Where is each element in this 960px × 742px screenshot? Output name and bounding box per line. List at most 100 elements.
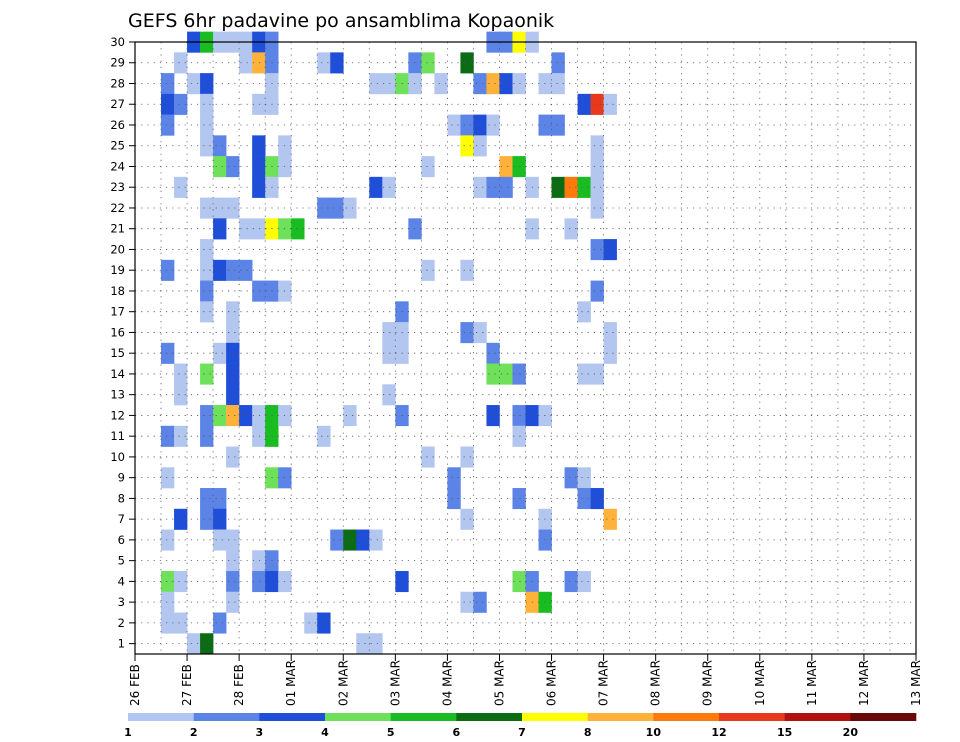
heatmap-cell <box>343 529 357 551</box>
heatmap-cell <box>213 259 227 281</box>
colorbar-segment <box>653 713 720 721</box>
x-tick-label: 28 FEB <box>232 664 246 706</box>
heatmap-cell <box>590 488 604 510</box>
heatmap-cell <box>226 405 240 427</box>
heatmap-cell <box>226 322 240 344</box>
heatmap-cell <box>213 197 227 219</box>
heatmap-cell <box>577 467 591 489</box>
heatmap-cell <box>317 197 331 219</box>
heatmap-cell <box>174 93 188 115</box>
heatmap-cell <box>473 135 487 157</box>
heatmap-cell <box>460 259 474 281</box>
heatmap-cell <box>486 176 500 198</box>
heatmap-cell <box>226 197 240 219</box>
heatmap-cell <box>590 156 604 178</box>
heatmap-cell <box>460 52 474 74</box>
x-tick-label: 10 MAR <box>753 660 767 706</box>
heatmap-cell <box>382 384 396 406</box>
heatmap-cell <box>421 446 435 468</box>
heatmap-cell <box>369 633 383 655</box>
heatmap-cell <box>551 114 565 136</box>
colorbar: 1 2 3 4 5 6 7 8 10 12 15 20 <box>124 713 917 739</box>
heatmap-cell <box>447 114 461 136</box>
y-tick-label: 26 <box>110 118 125 132</box>
heatmap-cell <box>200 363 214 385</box>
heatmap-cell <box>512 571 526 593</box>
heatmap-cell <box>200 301 214 323</box>
heatmap-cell <box>460 591 474 613</box>
heatmap-cell <box>317 52 331 74</box>
heatmap-cell <box>421 52 435 74</box>
heatmap-cell <box>486 73 500 95</box>
heatmap-cell <box>174 425 188 447</box>
heatmap-cell <box>590 176 604 198</box>
y-tick-label: 28 <box>110 76 125 90</box>
x-tick-label: 12 MAR <box>857 660 871 706</box>
heatmap-cell <box>213 529 227 551</box>
heatmap-cells <box>161 31 617 655</box>
heatmap-cell <box>512 488 526 510</box>
heatmap-cell <box>499 176 513 198</box>
y-tick-label: 2 <box>118 616 125 630</box>
heatmap-cell <box>356 529 370 551</box>
heatmap-cell <box>213 218 227 240</box>
colorbar-label: 2 <box>190 726 198 739</box>
heatmap-cell <box>239 259 253 281</box>
heatmap-cell <box>382 322 396 344</box>
heatmap-cell <box>226 571 240 593</box>
heatmap-cell <box>161 591 175 613</box>
y-tick-label: 15 <box>110 346 125 360</box>
heatmap-cell <box>226 550 240 572</box>
y-tick-label: 8 <box>118 491 125 505</box>
y-tick-label: 10 <box>110 450 125 464</box>
heatmap-cell <box>213 342 227 364</box>
heatmap-cell <box>200 239 214 261</box>
colorbar-label: 5 <box>387 726 395 739</box>
heatmap-cell <box>590 197 604 219</box>
x-tick-label: 11 MAR <box>805 660 819 706</box>
heatmap-cell <box>200 508 214 530</box>
heatmap-cell <box>551 52 565 74</box>
colorbar-label: 10 <box>646 726 662 739</box>
heatmap-cell <box>161 93 175 115</box>
heatmap-cell <box>564 218 578 240</box>
heatmap-cell <box>369 176 383 198</box>
heatmap-cell <box>473 322 487 344</box>
heatmap-cell <box>161 612 175 634</box>
heatmap-cell <box>226 156 240 178</box>
y-tick-label: 4 <box>118 574 125 588</box>
heatmap-cell <box>213 612 227 634</box>
x-tick-label: 26 FEB <box>128 664 142 706</box>
y-tick-label: 16 <box>110 325 125 339</box>
heatmap-cell <box>252 52 266 74</box>
heatmap-cell <box>512 405 526 427</box>
x-tick-label: 13 MAR <box>909 660 923 706</box>
heatmap-cell <box>252 571 266 593</box>
heatmap-cell <box>161 114 175 136</box>
heatmap-cell <box>486 405 500 427</box>
heatmap-cell <box>252 550 266 572</box>
heatmap-cell <box>577 571 591 593</box>
heatmap-cell <box>499 363 513 385</box>
y-tick-label: 17 <box>110 305 125 319</box>
x-tick-label: 27 FEB <box>180 664 194 706</box>
heatmap-cell <box>174 384 188 406</box>
heatmap-cell <box>200 93 214 115</box>
y-tick-label: 30 <box>110 35 125 49</box>
y-tick-label: 27 <box>110 97 125 111</box>
colorbar-label: 20 <box>843 726 859 739</box>
heatmap-cell <box>330 529 344 551</box>
heatmap-cell <box>200 633 214 655</box>
heatmap-cell <box>486 114 500 136</box>
heatmap-cell <box>200 280 214 302</box>
heatmap-cell <box>460 508 474 530</box>
heatmap-cell <box>564 571 578 593</box>
heatmap-cell <box>590 239 604 261</box>
colorbar-segment <box>128 713 194 721</box>
heatmap-cell <box>421 259 435 281</box>
x-tick-label: 01 MAR <box>284 660 298 706</box>
heatmap-cell <box>460 114 474 136</box>
heatmap-cell <box>213 156 227 178</box>
heatmap-cell <box>343 405 357 427</box>
y-axis: 1234567891011121314151617181920212223242… <box>110 35 135 651</box>
